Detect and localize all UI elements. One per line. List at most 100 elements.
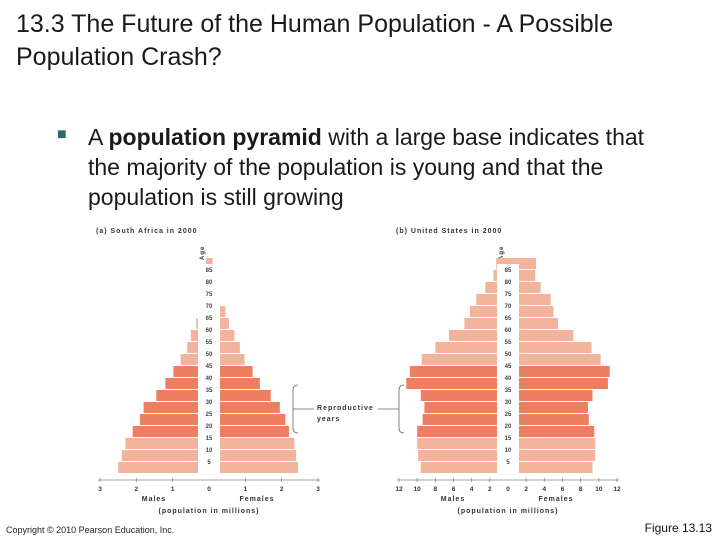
bullet-square-icon: ■ [57,126,67,143]
chart-1-tick-label-left-1: 1 [171,486,175,493]
chart-2-bar-males-60 [464,318,508,329]
chart-1-age-column [198,264,220,474]
chart-2-bar-females-70 [508,294,551,305]
chart-2-females-label: Females [538,496,573,503]
bullet-text: A population pyramid with a large base i… [88,122,648,212]
chart-2-bar-females-15 [508,426,595,437]
chart-2-bar-females-55 [508,330,574,341]
chart-1-tick-label-left-3: 3 [98,486,102,493]
chart-1-age-label-55: 55 [206,340,213,346]
chart-1-age-label-30: 30 [206,400,213,406]
chart-1-age-label-20: 20 [206,424,213,430]
chart-2-age-label-5: 5 [506,460,510,466]
chart-2-tick-label-right-4: 4 [543,486,547,493]
chart-1-bar-females-45 [209,354,245,365]
chart-1-bar-females-5 [209,450,297,461]
chart-1-age-label-50: 50 [206,352,213,358]
chart-2-bar-females-20 [508,414,589,425]
chart-2-age-label-85: 85 [505,268,512,274]
chart-1-bar-females-85 [209,258,213,269]
chart-2-bar-males-45 [421,354,508,365]
chart-2-bar-males-85 [496,258,508,269]
chart-2-tick-label-left-2: 2 [488,486,492,493]
chart-1-bar-males-20 [139,414,209,425]
slide-title: 13.3 The Future of the Human Population … [16,10,614,71]
chart-2-bar-females-45 [508,354,601,365]
chart-2-age-label-80: 80 [505,280,512,286]
chart-1-age-label-45: 45 [206,364,213,370]
chart-1-bar-females-20 [209,414,286,425]
chart-1-age-label-60: 60 [206,328,213,334]
chart-1-bar-males-10 [125,438,209,449]
chart-2-title: (b) United States in 2000 [396,228,502,235]
chart-2-bar-females-25 [508,402,588,413]
chart-1-bar-females-0 [209,462,299,473]
chart-1-bar-females-15 [209,426,289,437]
chart-2-males-label: Males [441,496,465,503]
reproductive-years-label-line1: Reproductive [317,405,374,412]
chart-1-females-label: Females [239,496,274,503]
chart-1-bar-females-10 [209,438,295,449]
chart-1-bar-males-15 [132,426,209,437]
chart-2-age-label-50: 50 [505,352,512,358]
chart-1-bar-males-25 [143,402,209,413]
chart-1-bar-males-0 [118,462,209,473]
chart-1-title: (a) South Africa in 2000 [96,228,198,235]
chart-1-age-label-35: 35 [206,388,213,394]
chart-1-tick-label-right-1: 1 [244,486,248,493]
chart-2-age-label-60: 60 [505,328,512,334]
chart-2-bar-females-85 [508,258,537,269]
chart-1-x-axis-title: (population in millions) [159,508,260,515]
bracket-right [398,384,405,434]
chart-2-bar-males-25 [424,402,508,413]
chart-1-tick-label-zero: 0 [207,486,211,493]
chart-2-bar-females-60 [508,318,558,329]
chart-1-tick-label-right-2: 2 [280,486,284,493]
bullet-text-end: with a large base indicates that the maj… [88,124,645,210]
chart-2-bar-males-75 [485,282,508,293]
chart-2-age-label-25: 25 [505,412,512,418]
chart-2-bar-males-30 [420,390,508,401]
chart-1-age-label-85: 85 [206,268,213,274]
chart-2-bar-males-10 [417,438,508,449]
chart-2-bar-females-0 [508,462,593,473]
chart-2-bar-females-65 [508,306,554,317]
chart-1-tick-label-right-3: 3 [316,486,320,493]
chart-2-age-label-10: 10 [505,448,512,454]
chart-2-bar-females-50 [508,342,592,353]
chart-2-age-label-35: 35 [505,388,512,394]
bullet-text-bold: population pyramid [108,124,322,150]
chart-1-bar-males-5 [121,450,209,461]
chart-2-age-label-55: 55 [505,340,512,346]
chart-1-age-label-40: 40 [206,376,213,382]
chart-1-age-label-70: 70 [206,304,213,310]
chart-2-bar-males-5 [418,450,508,461]
chart-1-bar-females-30 [209,390,271,401]
chart-2-tick-label-zero: 0 [506,486,510,493]
chart-1-age-label-10: 10 [206,448,213,454]
chart-1-bar-females-50 [209,342,240,353]
chart-1-bar-males-30 [156,390,209,401]
chart-1-bar-females-40 [209,366,253,377]
chart-1-age-label-80: 80 [206,280,213,286]
chart-2-age-label-70: 70 [505,304,512,310]
chart-2-tick-label-right-12: 12 [613,486,621,493]
chart-2-bar-males-65 [469,306,508,317]
chart-1-bar-males-40 [173,366,209,377]
chart-2-age-axis-label: Age [499,246,505,260]
chart-2-bar-males-40 [409,366,508,377]
chart-1-tick-label-left-2: 2 [135,486,139,493]
chart-2-age-column [497,264,519,474]
chart-1-bar-males-45 [180,354,209,365]
chart-2-tick-label-left-6: 6 [452,486,456,493]
chart-2-tick-label-left-8: 8 [434,486,438,493]
chart-2-bar-males-50 [435,342,508,353]
chart-2-bar-females-80 [508,270,536,281]
chart-1-age-label-75: 75 [206,292,213,298]
chart-1-age-label-15: 15 [206,436,213,442]
chart-1-age-label-65: 65 [206,316,213,322]
chart-2-bar-females-40 [508,366,610,377]
chart-2-age-label-30: 30 [505,400,512,406]
chart-2-bar-males-70 [476,294,508,305]
